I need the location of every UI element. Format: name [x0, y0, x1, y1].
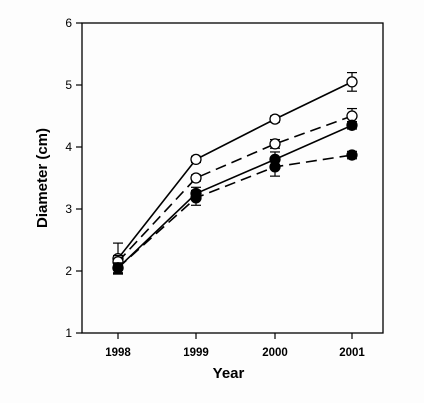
- data-point: [269, 113, 281, 125]
- series-4: [112, 149, 358, 274]
- series-3: [112, 119, 358, 274]
- series-1: [112, 71, 358, 275]
- x-tick-label: 1998: [105, 347, 131, 359]
- series-4-line: [117, 154, 353, 269]
- series-3-line: [117, 124, 353, 269]
- series-2: [112, 107, 358, 269]
- data-point: [346, 149, 358, 161]
- y-tick-label: 6: [65, 16, 72, 30]
- plot-frame: [81, 22, 384, 334]
- data-point: [269, 138, 281, 150]
- y-tick-label: 3: [65, 202, 72, 216]
- y-tick-label: 2: [65, 264, 72, 278]
- y-tick-label: 4: [65, 140, 72, 154]
- series-1-line: [117, 81, 353, 260]
- chart-axes: 1 2 3 4 5 6 1998 1999 2000 2001: [65, 16, 384, 359]
- x-axis-title: Year: [213, 365, 245, 382]
- data-point: [112, 262, 124, 274]
- data-point: [190, 172, 202, 184]
- data-point: [346, 76, 358, 88]
- x-tick-label: 2000: [262, 347, 288, 359]
- y-axis-title: Diameter (cm): [34, 128, 51, 228]
- data-point: [269, 161, 281, 173]
- data-point: [190, 192, 202, 204]
- x-tick-label: 1999: [183, 347, 209, 359]
- y-tick-label: 5: [65, 78, 72, 92]
- series-layer: [112, 71, 358, 275]
- x-tick-label: 2001: [339, 347, 365, 359]
- series-2-line: [117, 115, 353, 263]
- y-tick-label: 1: [65, 326, 72, 340]
- data-point: [190, 153, 202, 166]
- data-point: [346, 119, 358, 131]
- data-point: [346, 110, 358, 122]
